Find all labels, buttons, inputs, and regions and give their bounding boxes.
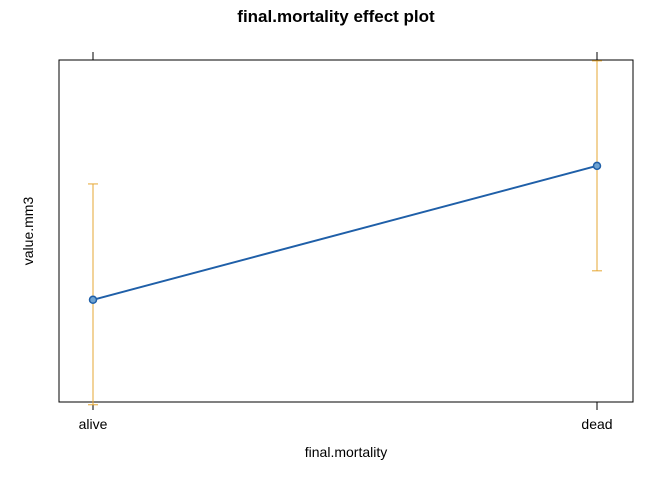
y-axis-label: value.mm3 <box>20 197 36 266</box>
bottom-ticks <box>92 402 598 410</box>
data-point <box>592 161 602 171</box>
x-tick-labels: alive dead <box>79 416 613 432</box>
data-point <box>88 295 98 305</box>
x-axis-label: final.mortality <box>305 444 387 460</box>
series-line <box>92 164 598 301</box>
x-tick-label: alive <box>79 416 108 432</box>
series-lines <box>92 164 598 301</box>
chart-title: final.mortality effect plot <box>237 7 435 26</box>
plot-frame <box>58 59 634 403</box>
series-points <box>88 161 602 305</box>
x-tick-label: dead <box>581 416 612 432</box>
top-ticks <box>92 52 598 60</box>
